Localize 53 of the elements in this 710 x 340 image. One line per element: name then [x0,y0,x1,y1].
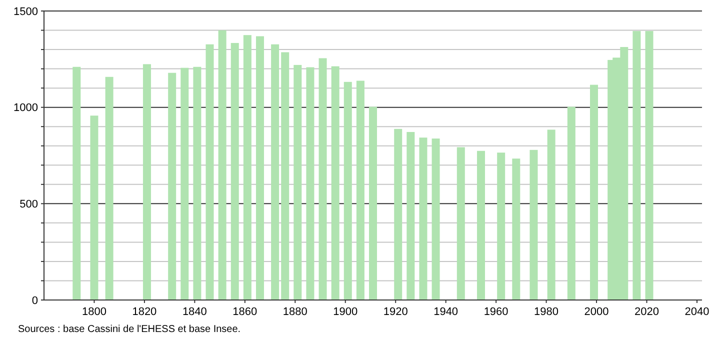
x-tick-label: 2040 [684,306,710,318]
bar [476,150,485,300]
bar [243,35,252,300]
y-tick-label: 500 [20,198,38,211]
bar [230,42,239,300]
x-tick-label: 1940 [434,306,458,318]
bar [294,64,302,300]
bar [72,66,81,300]
bar [193,66,202,300]
bar [369,106,377,300]
x-tick-label: 1820 [132,306,157,318]
x-tick-label: 1840 [182,306,207,318]
bar [206,44,214,300]
bar [394,128,402,300]
x-tick-label: 1980 [534,306,559,318]
bar [432,138,440,300]
bar [256,36,264,300]
bar [632,31,641,300]
y-tick-label: 0 [32,294,38,307]
bar [645,31,654,300]
bar [567,106,576,300]
bar [419,138,428,300]
y-tick-label: 1500 [14,6,38,18]
bar [512,158,520,300]
bar [180,68,189,300]
bar [344,82,352,300]
bar [271,44,280,300]
bar [406,132,415,300]
bar [530,150,538,300]
bar [356,80,364,300]
bar [218,30,226,300]
x-tick-label: 2020 [634,306,659,318]
bar [331,66,340,300]
bar [142,64,151,300]
bar [105,76,114,300]
bar [281,52,290,300]
bar [547,130,556,300]
x-tick-label: 1800 [82,306,106,318]
bar [318,58,327,300]
bar [497,152,506,300]
y-tick-label: 1000 [14,102,38,114]
x-tick-label: 1860 [232,306,258,318]
source-note: Sources : base Cassini de l'EHESS et base Insee. [18,324,241,335]
bar [306,67,314,300]
bar [590,84,598,300]
x-tick-label: 1920 [383,306,408,318]
bar [90,116,98,300]
bar [456,147,465,300]
x-tick-label: 2000 [584,306,609,318]
x-tick-label: 1880 [282,306,308,318]
x-tick-label: 1960 [484,306,508,318]
bar [168,72,176,300]
x-tick-label: 1900 [333,306,358,318]
